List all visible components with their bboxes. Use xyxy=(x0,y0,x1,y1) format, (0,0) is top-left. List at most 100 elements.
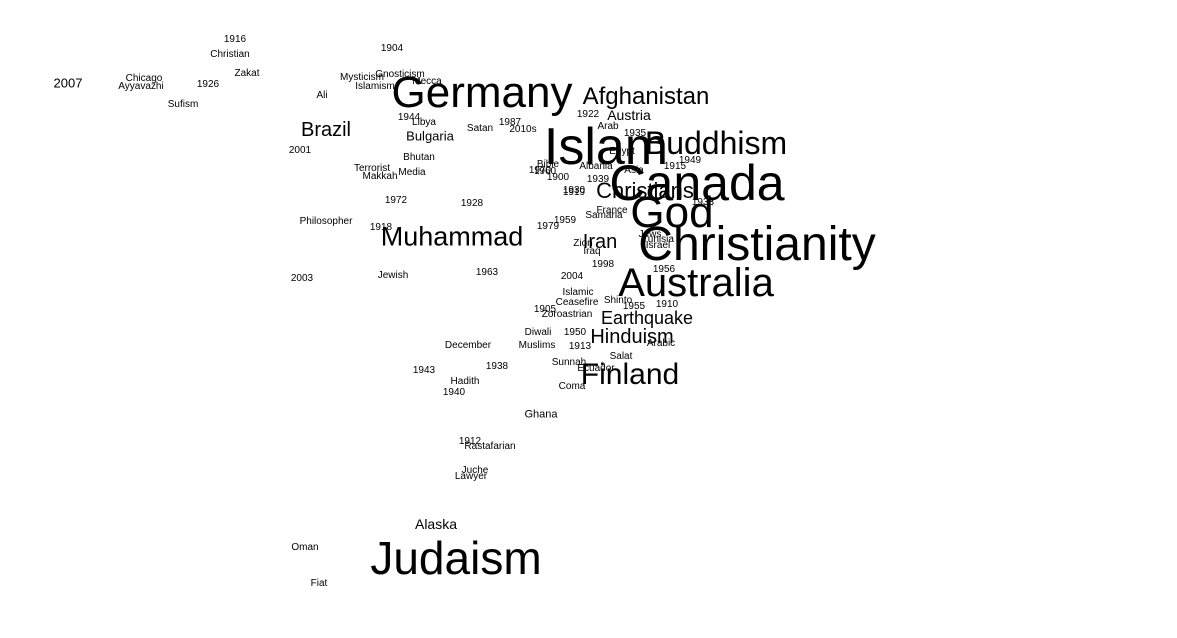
word-bible: Bible xyxy=(536,159,560,170)
word-1950: 1950 xyxy=(563,327,587,338)
word-god: God xyxy=(630,188,714,237)
word-1949: 1949 xyxy=(678,155,702,166)
word-samaria: Samaria xyxy=(585,210,623,221)
word-judaism: Judaism xyxy=(370,532,542,584)
word-diwali: Diwali xyxy=(524,327,552,338)
word-1979: 1979 xyxy=(536,221,560,232)
word-zoroastrian: Zoroastrian xyxy=(541,309,593,320)
word-ghana: Ghana xyxy=(524,408,558,421)
word-2010s: 2010s xyxy=(509,124,537,135)
word-1930: 1930 xyxy=(562,185,586,196)
word-earthquake: Earthquake xyxy=(600,308,694,328)
word-mecca: Mecca xyxy=(412,76,442,87)
word-muslims: Muslims xyxy=(518,340,556,351)
word-ayyavazhi: Ayyavazhi xyxy=(118,81,164,92)
word-1928: 1928 xyxy=(460,198,484,209)
word-christian: Christian xyxy=(210,49,250,60)
word-1904: 1904 xyxy=(380,43,404,54)
word-makkah: Makkah xyxy=(362,171,398,182)
word-1944: 1944 xyxy=(397,112,421,123)
word-arabic: Arabic xyxy=(646,338,676,349)
word-buddhism: Buddhism xyxy=(644,125,788,161)
word-zakat: Zakat xyxy=(234,68,260,79)
word-1910: 1910 xyxy=(655,299,679,310)
word-1919: 1919 xyxy=(562,187,586,198)
word-muhammad: Muhammad xyxy=(380,221,524,252)
word-oman: Oman xyxy=(291,542,319,553)
word-1900: 1900 xyxy=(546,172,570,183)
word-1916: 1916 xyxy=(223,34,247,45)
word-albania: Albania xyxy=(579,161,613,172)
word-brazil: Brazil xyxy=(300,119,352,141)
word-1935: 1935 xyxy=(623,128,647,139)
word-hadith: Hadith xyxy=(450,376,480,387)
word-france: France xyxy=(596,205,628,216)
word-bhutan: Bhutan xyxy=(403,152,435,163)
word-media: Media xyxy=(398,167,426,178)
word-iran: Iran xyxy=(582,231,618,253)
word-2007: 2007 xyxy=(53,75,83,91)
word-canada: Canada xyxy=(609,155,785,211)
word-sufism: Sufism xyxy=(167,99,199,110)
word-tunisia: Tunisia xyxy=(642,234,674,245)
word-afghanistan: Afghanistan xyxy=(582,83,710,110)
word-ali: Ali xyxy=(316,90,328,101)
word-austria: Austria xyxy=(607,107,651,123)
word-1956: 1956 xyxy=(652,264,676,275)
word-1939: 1939 xyxy=(586,174,610,185)
word-lawyer: Lawyer xyxy=(454,471,488,482)
word-1912: 1912 xyxy=(458,436,482,447)
word-1960: 1960 xyxy=(533,166,557,177)
word-alaska: Alaska xyxy=(414,516,458,532)
word-germany: Germany xyxy=(391,68,573,117)
word-1913: 1913 xyxy=(568,341,592,352)
word-1905: 1905 xyxy=(533,304,557,315)
word-ceasefire: Ceasefire xyxy=(555,297,599,308)
word-islamic: Islamic xyxy=(562,287,594,298)
word-egypt: Egypt xyxy=(609,146,635,157)
word-1963: 1963 xyxy=(475,267,499,278)
word-finland: Finland xyxy=(580,358,680,391)
word-gnosticism: Gnosticism xyxy=(375,69,425,80)
word-1972: 1972 xyxy=(384,195,408,206)
word-coma: Coma xyxy=(558,381,586,392)
word-australia: Australia xyxy=(618,261,774,305)
word-asia: Asia xyxy=(624,165,644,176)
word-1915: 1915 xyxy=(663,161,687,172)
word-2001: 2001 xyxy=(288,145,312,156)
word-salat: Salat xyxy=(609,351,633,362)
word-jews: Jews xyxy=(638,229,662,240)
word-1943: 1943 xyxy=(412,365,436,376)
word-fiat: Fiat xyxy=(310,578,328,589)
word-1933: 1933 xyxy=(691,197,715,208)
word-jewish: Jewish xyxy=(377,270,409,281)
word-1940: 1940 xyxy=(442,387,466,398)
word-chicago: Chicago xyxy=(125,73,163,84)
word-terrorist: Terrorist xyxy=(353,163,391,174)
word-1970: 1970 xyxy=(528,165,552,176)
word-mysticism: Mysticism xyxy=(340,72,384,83)
word-1987: 1987 xyxy=(498,117,522,128)
word-2003: 2003 xyxy=(290,273,314,284)
word-iraq: Iraq xyxy=(583,246,601,257)
word-1926: 1926 xyxy=(196,79,220,90)
word-1998: 1998 xyxy=(591,259,615,270)
word-1959: 1959 xyxy=(553,215,577,226)
word-arab: Arab xyxy=(597,121,619,132)
word-philosopher: Philosopher xyxy=(299,216,353,227)
word-sunnah: Sunnah xyxy=(551,357,587,368)
word-juche: Juche xyxy=(461,465,489,476)
word-islamism: Islamism xyxy=(355,81,395,92)
word-libya: Libya xyxy=(412,117,436,128)
word-israel: Israel xyxy=(645,240,671,251)
word-satan: Satan xyxy=(466,123,494,134)
word-bulgaria: Bulgaria xyxy=(406,128,454,144)
word-zion: Zion xyxy=(573,238,593,249)
word-1918: 1918 xyxy=(369,222,393,233)
word-christians: Christians xyxy=(596,178,694,203)
word-rastafarian: Rastafarian xyxy=(464,441,516,452)
word-1955: 1955 xyxy=(622,301,646,312)
word-ecuador: Ecuador xyxy=(577,363,615,374)
word-1938: 1938 xyxy=(485,361,509,372)
